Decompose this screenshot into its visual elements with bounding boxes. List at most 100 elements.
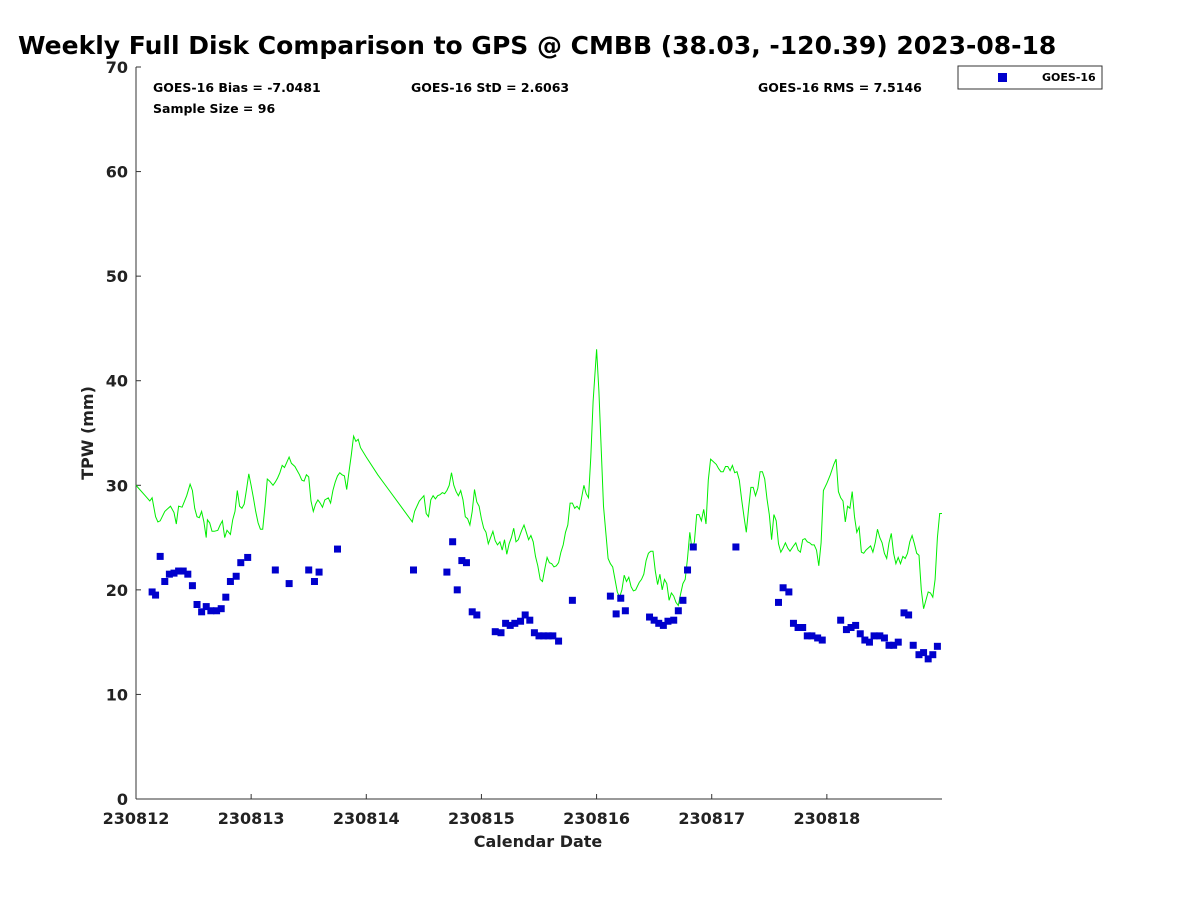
x-tick-label: 230816 xyxy=(563,809,630,828)
goes16-point xyxy=(152,591,160,599)
goes16-point xyxy=(865,638,873,646)
goes16-point xyxy=(535,632,543,640)
goes16-point xyxy=(659,621,667,629)
goes16-point xyxy=(175,567,183,575)
goes16-point xyxy=(305,566,313,574)
goes16-point xyxy=(506,621,514,629)
x-tick-label: 230815 xyxy=(448,809,515,828)
goes16-point xyxy=(511,619,519,627)
goes16-point xyxy=(799,624,807,632)
goes16-point xyxy=(271,566,279,574)
goes16-point xyxy=(929,651,937,659)
goes16-point xyxy=(555,637,563,645)
series-layer xyxy=(135,349,942,663)
goes16-point xyxy=(244,553,252,561)
x-tick-label: 230817 xyxy=(678,809,745,828)
x-tick-label: 230812 xyxy=(103,809,170,828)
goes16-point xyxy=(909,641,917,649)
goes16-point xyxy=(808,632,816,640)
goes16-point xyxy=(852,621,860,629)
chart-title: Weekly Full Disk Comparison to GPS @ CMB… xyxy=(18,31,1056,60)
goes16-point xyxy=(540,632,548,640)
goes16-point xyxy=(217,605,225,613)
goes16-point xyxy=(670,616,678,624)
x-axis-ticks: 230812 230813 230814 230815 230816 230817 2308… xyxy=(103,794,860,828)
goes16-point xyxy=(837,616,845,624)
goes16-point xyxy=(646,613,654,621)
goes16-point xyxy=(285,580,293,588)
goes16-point xyxy=(226,577,234,585)
goes16-point xyxy=(920,649,928,657)
goes16-point xyxy=(468,608,476,616)
goes16-point xyxy=(933,642,941,650)
rms-stat: GOES-16 RMS = 7.5146 xyxy=(758,80,922,95)
goes16-point xyxy=(497,629,505,637)
goes16-point xyxy=(890,641,898,649)
goes16-point xyxy=(502,619,510,627)
goes16-point xyxy=(232,572,240,580)
y-tick-label: 20 xyxy=(106,581,128,600)
goes16-point xyxy=(453,586,461,594)
goes16-point xyxy=(774,598,782,606)
y-tick-label: 10 xyxy=(106,685,128,704)
goes16-point xyxy=(443,568,451,576)
goes16-point xyxy=(156,552,164,560)
goes16-point xyxy=(165,570,173,578)
goes16-point xyxy=(161,577,169,585)
goes16-point xyxy=(900,609,908,617)
goes16-point xyxy=(549,632,557,640)
goes16-point xyxy=(491,628,499,636)
goes16-point xyxy=(521,611,529,619)
goes16-point xyxy=(880,634,888,642)
goes16-point xyxy=(924,655,932,663)
goes16-point xyxy=(213,607,221,615)
goes16-point xyxy=(409,566,417,574)
goes16-point xyxy=(517,617,525,625)
goes16-point xyxy=(198,608,206,616)
legend-box xyxy=(957,65,1103,90)
goes16-point xyxy=(222,593,230,601)
goes16-point xyxy=(856,630,864,638)
y-tick-label: 40 xyxy=(106,372,128,391)
goes16-point xyxy=(334,545,341,553)
gps-tpw-line xyxy=(135,349,942,609)
y-tick-label: 50 xyxy=(106,267,128,286)
goes16-point xyxy=(179,567,187,575)
goes16-point xyxy=(193,600,201,608)
y-axis-label: TPW (mm) xyxy=(78,386,97,480)
y-tick-label: 0 xyxy=(117,790,128,809)
y-tick-label: 60 xyxy=(106,163,128,182)
bias-stat: GOES-16 Bias = -7.0481 xyxy=(153,80,321,95)
y-axis-ticks: 0 10 20 30 40 50 60 70 xyxy=(106,58,141,809)
goes16-point xyxy=(674,607,682,615)
goes16-point xyxy=(915,651,923,659)
goes16-point xyxy=(894,638,902,646)
goes16-point xyxy=(237,559,245,567)
goes16-point xyxy=(544,632,552,640)
goes16-point xyxy=(861,636,869,644)
goes16-point xyxy=(789,619,797,627)
x-tick-label: 230818 xyxy=(793,809,860,828)
plot-area: 230812 230813 230814 230815 230816 230817 2308… xyxy=(103,58,942,828)
y-tick-label: 30 xyxy=(106,476,128,495)
goes16-point xyxy=(779,584,787,592)
goes16-point xyxy=(905,611,913,619)
goes16-point xyxy=(617,594,625,602)
goes16-point xyxy=(870,632,878,640)
goes16-point xyxy=(606,592,614,600)
goes16-point xyxy=(818,636,826,644)
goes16-point xyxy=(785,588,793,596)
goes16-point xyxy=(612,610,620,618)
goes16-point xyxy=(184,570,192,578)
goes16-point xyxy=(310,577,318,585)
goes16-point xyxy=(621,607,629,615)
goes16-point xyxy=(188,582,196,590)
x-tick-label: 230813 xyxy=(218,809,285,828)
goes16-point xyxy=(679,596,687,604)
y-tick-label: 70 xyxy=(106,58,128,77)
goes16-point xyxy=(885,641,893,649)
goes16-point xyxy=(568,596,576,604)
goes16-point xyxy=(655,619,663,627)
goes16-point xyxy=(315,568,323,576)
goes16-point xyxy=(684,566,692,574)
